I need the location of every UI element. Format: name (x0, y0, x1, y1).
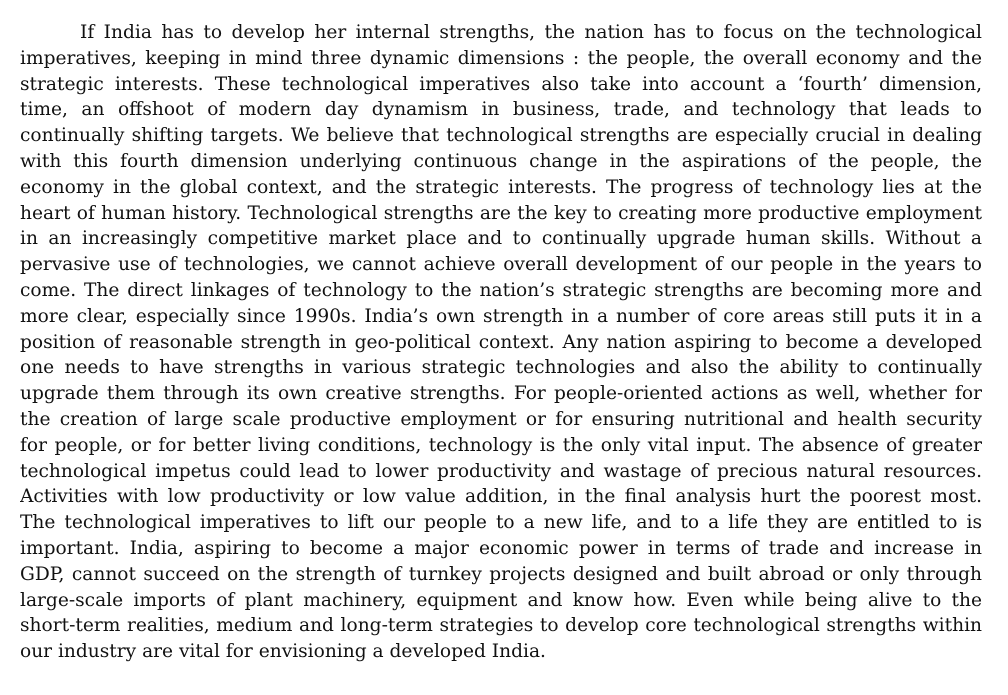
paragraph-line: time, an offshoot of modern day dynamism… (20, 99, 982, 121)
paragraph-line: one needs to have strengths in various s… (20, 357, 982, 379)
paragraph-line: our industry are vital for envisioning a… (20, 641, 546, 663)
paragraph-line: GDP, cannot succeed on the strength of t… (20, 563, 982, 585)
paragraph-line: large-scale imports of plant machinery, … (20, 589, 982, 611)
paragraph-line: Activities with low productivity or low … (20, 486, 982, 508)
paragraph-line: with this fourth dimension underlying co… (20, 150, 982, 172)
paragraph-line: economy in the global context, and the s… (20, 176, 982, 198)
paragraph-line: The technological imperatives to lift ou… (20, 512, 982, 534)
paragraph-line: short-term realities, medium and long-te… (20, 615, 982, 637)
paragraph-line: more clear, especially since 1990s. Indi… (20, 305, 982, 327)
paragraph-line: position of reasonable strength in geo-p… (20, 331, 982, 353)
paragraph-line: imperatives, keeping in mind three dynam… (20, 47, 982, 69)
paragraph-line: technological impetus could lead to lowe… (20, 460, 982, 482)
paragraph-line: If India has to develop her internal str… (80, 22, 982, 43)
paragraph-line: upgrade them through its own creative st… (20, 383, 982, 405)
paragraph-line: continually shifting targets. We believe… (20, 125, 982, 147)
paragraph-line: in an increasingly competitive market pl… (20, 228, 982, 250)
paragraph-line: strategic interests. These technological… (20, 73, 982, 95)
paragraph-line: heart of human history. Technological st… (20, 202, 982, 224)
paragraph-line: for people, or for better living conditi… (20, 434, 982, 456)
paragraph-line: the creation of large scale productive e… (20, 408, 982, 430)
paragraph-line: pervasive use of technologies, we cannot… (20, 254, 982, 276)
paragraph-line: come. The direct linkages of technology … (20, 279, 982, 301)
paragraph-line: important. India, aspiring to become a m… (20, 537, 982, 559)
body-paragraph: If India has to develop her internal str… (20, 20, 982, 665)
